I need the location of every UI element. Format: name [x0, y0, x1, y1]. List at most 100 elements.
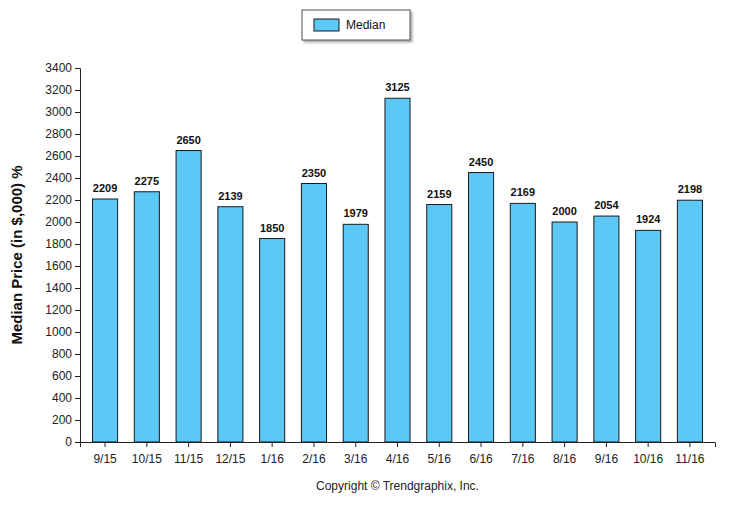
tick-mark: [522, 442, 523, 447]
y-tick: 3400: [45, 61, 80, 75]
data-label: 2650: [176, 134, 200, 146]
data-label: 2450: [469, 156, 493, 168]
y-tick: 1600: [45, 259, 80, 273]
tick-mark: [75, 266, 80, 267]
data-label: 2054: [594, 199, 619, 211]
tick-mark: [75, 332, 80, 333]
tick-label: 0: [65, 435, 72, 449]
tick-label: 200: [52, 413, 72, 427]
tick-mark: [564, 442, 565, 447]
x-tick: 10/15: [132, 442, 162, 466]
tick-mark: [75, 90, 80, 91]
y-tick: 2400: [45, 171, 80, 185]
x-tick: 8/16: [553, 442, 577, 466]
bar: [218, 207, 243, 442]
bar: [134, 192, 159, 442]
tick-label: 400: [52, 391, 72, 405]
bar: [385, 98, 410, 442]
legend: Median: [302, 10, 410, 40]
tick-label: 3/16: [344, 452, 368, 466]
bar: [677, 200, 702, 442]
x-tick: 2/16: [302, 442, 326, 466]
x-tick: 1/16: [260, 442, 284, 466]
y-tick: 3000: [45, 105, 80, 119]
tick-mark: [648, 442, 649, 447]
tick-mark: [75, 288, 80, 289]
data-label: 2159: [427, 188, 451, 200]
bar: [260, 239, 285, 443]
tick-mark: [355, 442, 356, 447]
y-tick: 2800: [45, 127, 80, 141]
y-tick: 800: [52, 347, 80, 361]
tick-mark: [105, 442, 106, 447]
tick-mark: [397, 442, 398, 447]
y-tick: 400: [52, 391, 80, 405]
data-label: 1850: [260, 222, 284, 234]
data-label: 2350: [302, 167, 326, 179]
tick-label: 10/15: [132, 452, 162, 466]
tick-mark: [230, 442, 231, 447]
tick-mark: [689, 442, 690, 447]
x-tick: 4/16: [386, 442, 410, 466]
tick-label: 11/16: [675, 452, 704, 466]
tick-label: 800: [52, 347, 72, 361]
tick-label: 11/15: [174, 452, 203, 466]
data-label: 2139: [218, 190, 242, 202]
data-label: 3125: [385, 81, 409, 93]
tick-label: 10/16: [633, 452, 663, 466]
tick-label: 1000: [45, 325, 72, 339]
tick-mark: [75, 222, 80, 223]
tick-mark: [75, 376, 80, 377]
tick-label: 1600: [45, 259, 72, 273]
tick-mark: [75, 354, 80, 355]
legend-item: Median: [314, 18, 385, 32]
x-tick: 7/16: [511, 442, 535, 466]
data-label: 2000: [552, 205, 576, 217]
x-tick: 3/16: [344, 442, 368, 466]
y-tick: 1400: [45, 281, 80, 295]
tick-label: 12/15: [215, 452, 245, 466]
bars: [93, 98, 703, 442]
bar: [301, 184, 326, 443]
tick-mark: [75, 178, 80, 179]
tick-label: 7/16: [511, 452, 535, 466]
bar: [469, 173, 494, 443]
tick-label: 9/16: [595, 452, 619, 466]
tick-mark: [75, 134, 80, 135]
annotation: Copyright © Trendgraphix, Inc.: [316, 479, 479, 493]
tick-label: 2600: [45, 149, 72, 163]
data-label: 2169: [511, 186, 535, 198]
tick-label: 1200: [45, 303, 72, 317]
tick-mark: [313, 442, 314, 447]
tick-label: 3400: [45, 61, 72, 75]
y-tick: 0: [65, 435, 80, 449]
data-label: 2209: [93, 182, 117, 194]
bar: [93, 199, 118, 442]
tick-mark: [481, 442, 482, 447]
y-tick: 3200: [45, 83, 80, 97]
data-label: 1979: [343, 207, 367, 219]
tick-label: 8/16: [553, 452, 577, 466]
tick-mark: [75, 244, 80, 245]
axis-line: [75, 69, 81, 443]
tick-label: 3000: [45, 105, 72, 119]
y-tick: 2200: [45, 193, 80, 207]
tick-mark: [75, 310, 80, 311]
y-tick: 1000: [45, 325, 80, 339]
tick-label: 600: [52, 369, 72, 383]
y-axis-title: Median Price (in $,000) %: [8, 165, 25, 344]
tick-mark: [606, 442, 607, 447]
tick-label: 9/15: [93, 452, 117, 466]
y-tick: 2600: [45, 149, 80, 163]
tick-mark: [146, 442, 147, 447]
tick-mark: [75, 420, 80, 421]
tick-label: 2200: [45, 193, 72, 207]
legend-swatch: [314, 19, 339, 31]
x-tick: 10/16: [633, 442, 663, 466]
tick-label: 1/16: [260, 452, 284, 466]
x-tick: 11/15: [174, 442, 203, 466]
legend-box: [302, 10, 410, 40]
y-tick: 200: [52, 413, 80, 427]
tick-label: 6/16: [469, 452, 493, 466]
tick-mark: [75, 112, 80, 113]
